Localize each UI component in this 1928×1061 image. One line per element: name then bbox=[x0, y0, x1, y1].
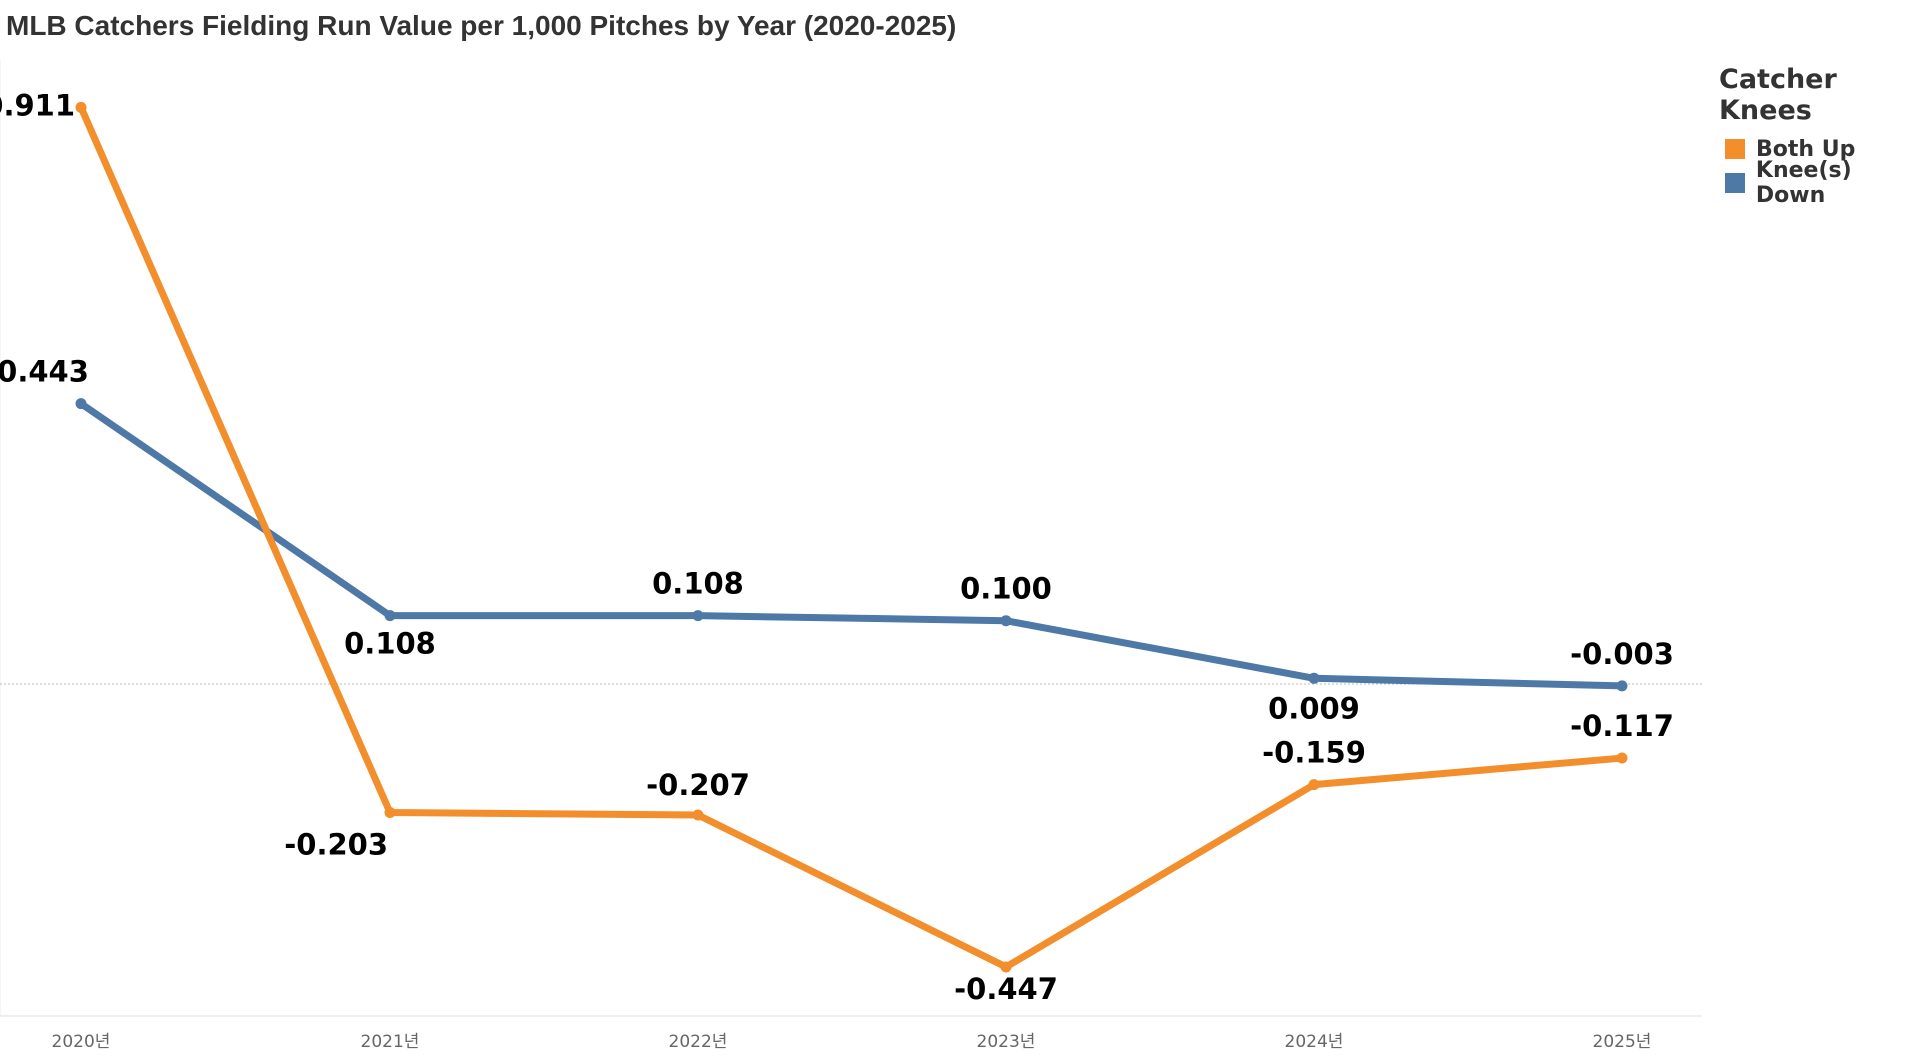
x-tick-label: 2024년 bbox=[1285, 1032, 1344, 1052]
data-label: -0.159 bbox=[1262, 736, 1366, 770]
data-label: -0.003 bbox=[1570, 637, 1674, 671]
data-label: 0.443 bbox=[0, 355, 89, 389]
chart-title: MLB Catchers Fielding Run Value per 1,00… bbox=[6, 10, 957, 41]
data-point bbox=[384, 806, 396, 818]
data-point bbox=[692, 610, 704, 622]
data-point bbox=[1308, 672, 1320, 684]
x-tick-label: 2023년 bbox=[977, 1032, 1036, 1052]
data-point bbox=[384, 610, 396, 622]
data-label: 0.100 bbox=[960, 572, 1052, 606]
data-label: -0.207 bbox=[646, 768, 750, 802]
x-tick-label: 2022년 bbox=[669, 1032, 728, 1052]
data-point bbox=[75, 398, 87, 410]
legend-label: Both Up bbox=[1756, 136, 1856, 162]
data-point bbox=[1000, 615, 1012, 627]
data-label: 0.009 bbox=[1268, 691, 1360, 725]
legend: Catcher Knees Both Up Knee(s) Down bbox=[1719, 64, 1928, 208]
series-line-both-up bbox=[77, 103, 1626, 971]
legend-label: Knee(s) Down bbox=[1755, 158, 1852, 208]
legend-item-knees-down[interactable]: Knee(s) Down bbox=[1719, 158, 1928, 208]
legend-swatch-both-up bbox=[1725, 139, 1745, 159]
x-tick-label: 2020년 bbox=[52, 1032, 111, 1052]
x-tick-label: 2025년 bbox=[1593, 1032, 1652, 1052]
legend-item-both-up[interactable]: Both Up bbox=[1719, 132, 1928, 166]
x-tick-label: 2021년 bbox=[361, 1032, 420, 1052]
data-label: 0.108 bbox=[652, 567, 744, 601]
data-label: -0.203 bbox=[284, 827, 388, 861]
data-label: -0.447 bbox=[954, 972, 1058, 1006]
data-point bbox=[1000, 961, 1012, 973]
legend-swatch-knees-down bbox=[1725, 173, 1745, 193]
data-label: -0.117 bbox=[1570, 709, 1674, 743]
data-label: 0.108 bbox=[344, 627, 436, 661]
data-point bbox=[1616, 680, 1628, 692]
data-point bbox=[692, 809, 704, 821]
data-point bbox=[1308, 779, 1320, 791]
data-label: 0.911 bbox=[0, 88, 75, 122]
legend-title: Catcher Knees bbox=[1719, 64, 1837, 126]
series-line-knees-down bbox=[77, 400, 1626, 690]
data-point bbox=[75, 101, 87, 113]
data-point bbox=[1616, 752, 1628, 764]
